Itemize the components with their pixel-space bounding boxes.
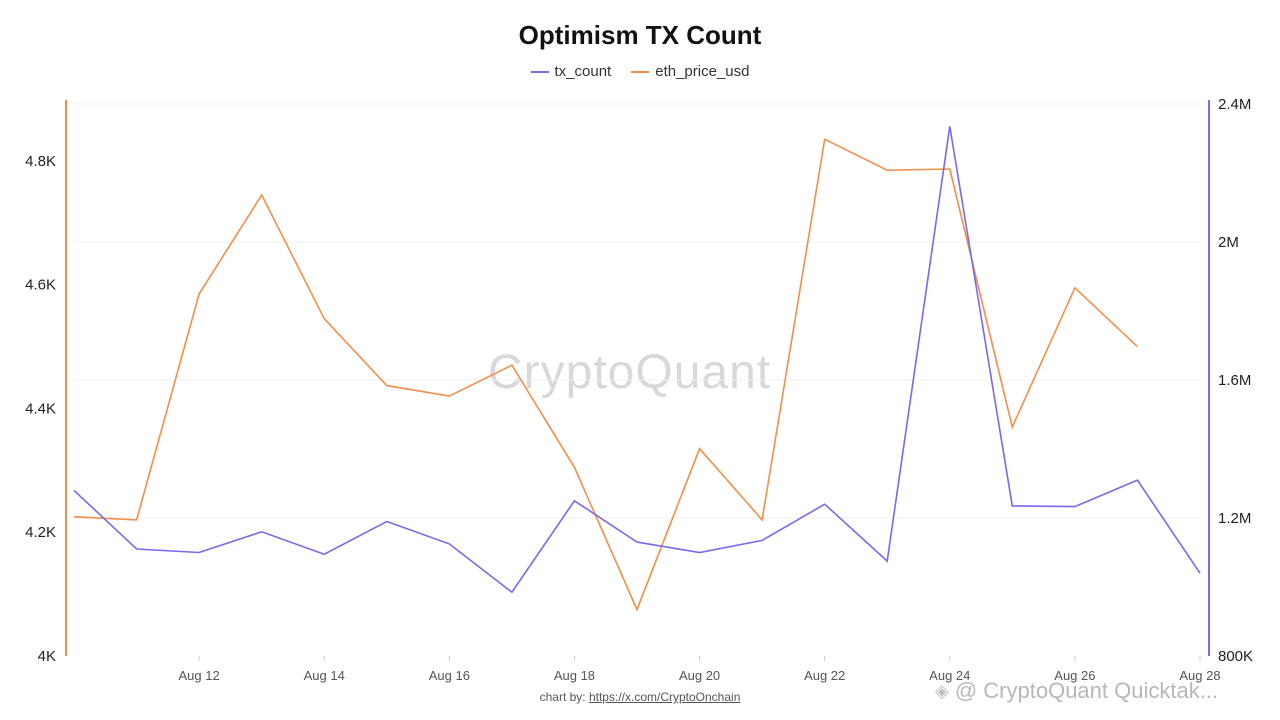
y-right-tick-label: 1.2M [1218,510,1251,527]
y-left-tick-label: 4K [38,648,56,665]
y-left-tick-label: 4.6K [25,277,56,294]
credit-prefix: chart by: [539,690,589,704]
series-line-tx-count [73,126,1201,594]
gridlines [74,103,1200,519]
point-tx-count [1010,503,1015,508]
point-eth-price-usd [635,607,640,612]
point-tx-count [947,124,952,129]
point-eth-price-usd [259,192,264,197]
y-left-tick-label: 4.2K [25,524,56,541]
point-eth-price-usd [1072,285,1077,290]
point-tx-count [1072,504,1077,509]
point-eth-price-usd [72,514,77,519]
point-tx-count [1198,571,1203,576]
legend-swatch-tx-count [530,70,549,73]
point-tx-count [760,538,765,543]
x-tick-label: Aug 22 [804,668,845,683]
point-eth-price-usd [760,517,765,522]
legend-item-tx-count[interactable]: tx_count [530,63,612,80]
point-tx-count [322,552,327,557]
point-eth-price-usd [322,316,327,321]
x-tick-label: Aug 18 [554,668,595,683]
legend-swatch-eth-price [631,70,650,73]
point-tx-count [635,540,640,545]
point-eth-price-usd [1135,344,1140,349]
point-tx-count [572,498,577,503]
y-left-tick-label: 4.4K [25,400,56,417]
chart-credit: chart by: https://x.com/CryptoOnchain [0,690,1280,704]
point-eth-price-usd [384,383,389,388]
x-tick-label: Aug 16 [429,668,470,683]
point-eth-price-usd [134,517,139,522]
x-tick-label: Aug 28 [1179,668,1220,683]
y-right-tick-label: 1.6M [1218,372,1251,389]
point-tx-count [384,519,389,524]
point-tx-count [885,559,890,564]
point-tx-count [822,502,827,507]
point-tx-count [697,550,702,555]
x-tick-label: Aug 14 [304,668,345,683]
point-tx-count [509,590,514,595]
chart-title: Optimism TX Count [518,20,762,50]
brand-footer: ◈ @ CryptoQuant Quicktak... [935,678,1218,704]
x-tick-label: Aug 24 [929,668,970,683]
credit-link[interactable]: https://x.com/CryptoOnchain [588,690,741,704]
point-eth-price-usd [822,137,827,142]
y-right-tick-label: 2.4M [1218,96,1251,113]
point-tx-count [259,529,264,534]
point-tx-count [72,488,77,493]
y-right-ticks: 800K 1.2M 1.6M 2M 2.4M [1218,96,1253,665]
point-eth-price-usd [572,465,577,470]
point-tx-count [197,550,202,555]
point-tx-count [447,541,452,546]
point-tx-count [134,547,139,552]
y-left-ticks: 4K 4.2K 4.4K 4.6K 4.8K [25,153,56,665]
legend-label-eth-price: eth_price_usd [655,63,750,80]
legend-item-eth-price[interactable]: eth_price_usd [631,63,749,80]
point-eth-price-usd [509,363,514,368]
point-eth-price-usd [885,168,890,173]
series-line-eth-price-usd [73,138,1138,612]
point-eth-price-usd [447,394,452,399]
y-right-tick-label: 800K [1218,648,1253,665]
legend: tx_count eth_price_usd [0,63,1280,80]
point-eth-price-usd [1010,425,1015,430]
x-tick-label: Aug 26 [1054,668,1095,683]
y-right-tick-label: 2M [1218,234,1239,251]
watermark: CryptoQuant [488,346,772,399]
x-tick-label: Aug 12 [179,668,220,683]
x-ticks: Aug 12 Aug 14 Aug 16 Aug 18 Aug 20 Aug 22 Aug … [179,656,1221,683]
legend-label-tx-count: tx_count [554,63,612,80]
brand-text: @ CryptoQuant Quicktak... [954,678,1219,703]
x-tick-label: Aug 20 [679,668,720,683]
point-eth-price-usd [197,291,202,296]
brand-diamond-icon: ◈ [935,680,949,701]
y-left-tick-label: 4.8K [25,153,56,170]
point-eth-price-usd [697,446,702,451]
point-eth-price-usd [947,166,952,171]
point-tx-count [1135,478,1140,483]
